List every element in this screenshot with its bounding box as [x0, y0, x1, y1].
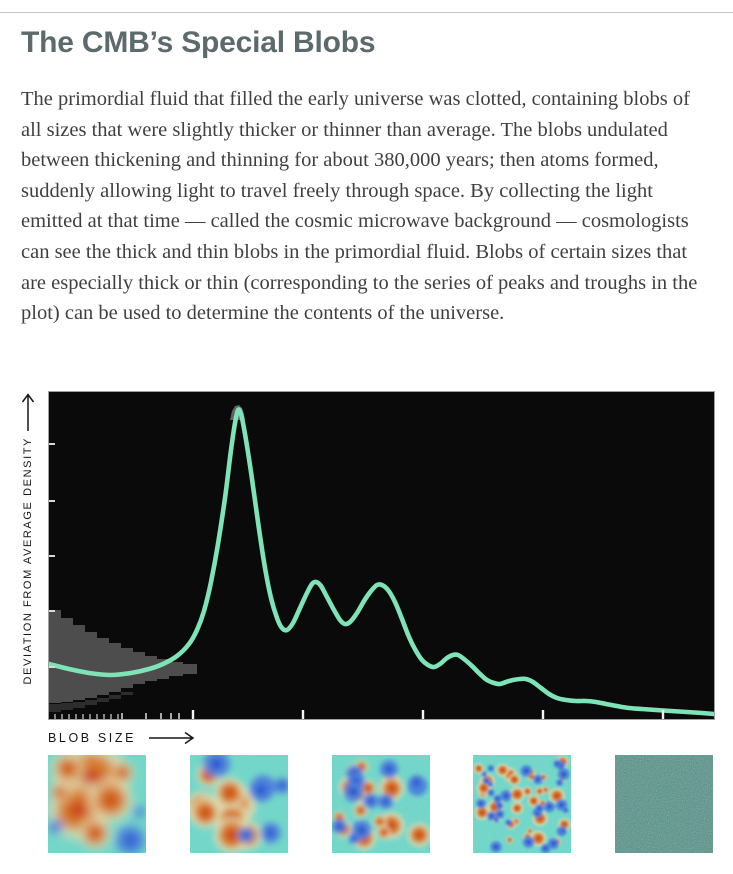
blob-map-medium — [331, 755, 430, 853]
x-axis-label: BLOB SIZE — [48, 731, 137, 745]
top-divider — [0, 12, 733, 13]
cmb-power-spectrum-plot — [48, 391, 715, 720]
uncertainty-band — [49, 610, 197, 704]
blob-map-medium-image — [331, 755, 430, 853]
plot-area — [49, 392, 714, 719]
axis-ticks — [49, 443, 665, 719]
right-arrow-icon — [149, 731, 195, 745]
blob-map-small-image — [473, 755, 572, 853]
blob-map-smallest-noise — [615, 755, 713, 853]
y-axis-label-group: DEVIATION FROM AVERAGE DENSITY — [14, 391, 42, 718]
blob-map-largest-image — [48, 755, 146, 853]
blob-map-smallest-noise-image — [615, 755, 713, 853]
blob-map-large — [189, 755, 288, 853]
blob-map-small — [473, 755, 572, 853]
x-axis-label-group: BLOB SIZE — [48, 729, 198, 747]
spectrum-curve — [49, 407, 714, 717]
page-title: The CMB’s Special Blobs — [21, 26, 376, 59]
y-axis-label: DEVIATION FROM AVERAGE DENSITY — [22, 437, 34, 685]
uncertainty-band-dark — [49, 692, 133, 713]
up-arrow-icon — [21, 393, 35, 431]
intro-paragraph: The primordial fluid that filled the ear… — [21, 88, 698, 325]
blob-maps-row — [48, 755, 713, 853]
blob-map-large-image — [189, 755, 288, 853]
blob-map-largest — [48, 755, 146, 853]
